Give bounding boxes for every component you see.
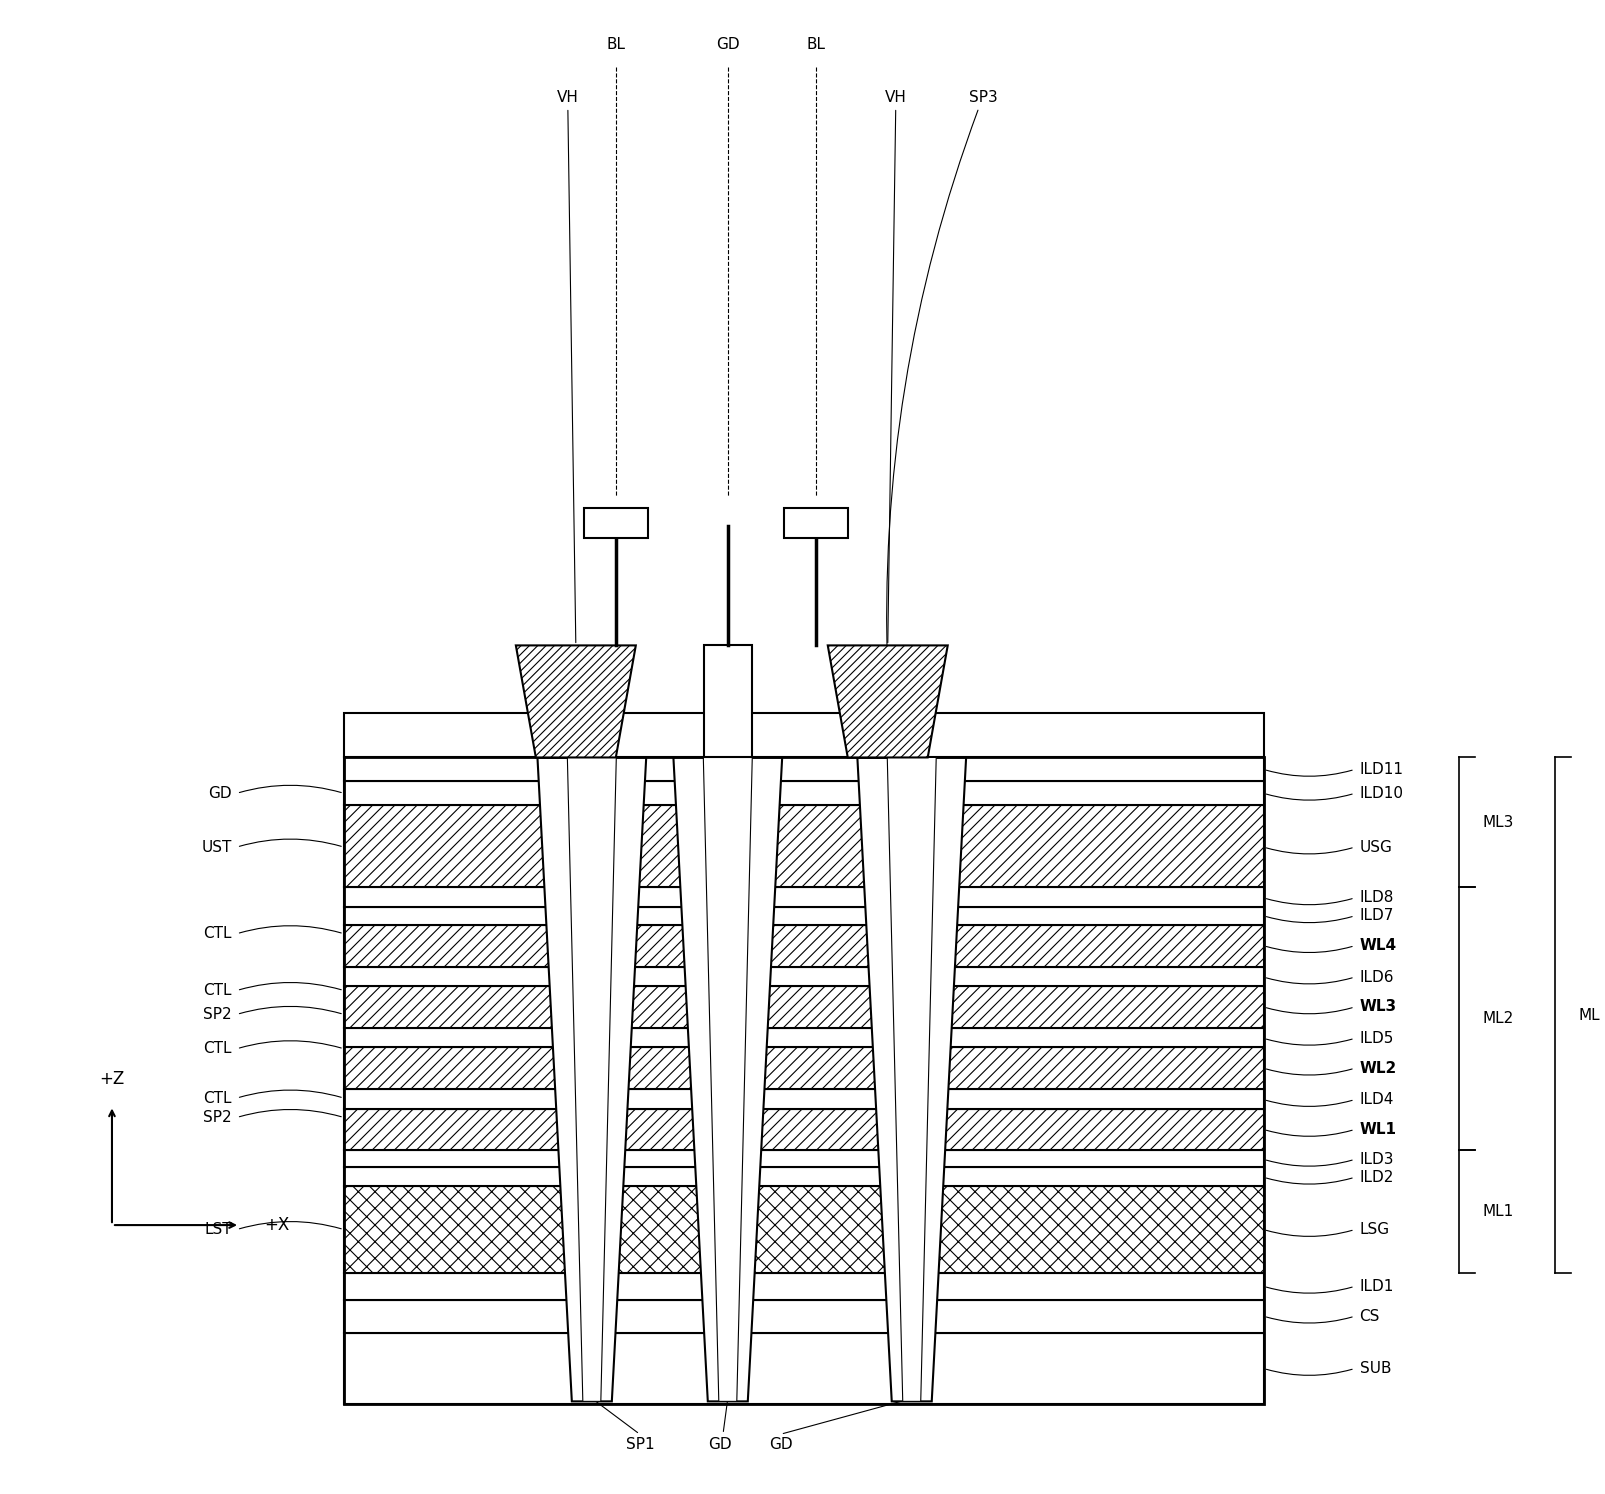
Text: CTL: CTL bbox=[204, 1041, 233, 1056]
FancyBboxPatch shape bbox=[343, 1047, 1263, 1089]
Text: ILD1: ILD1 bbox=[1359, 1279, 1395, 1294]
Text: ILD11: ILD11 bbox=[1359, 762, 1404, 777]
Text: WL4: WL4 bbox=[1359, 938, 1396, 953]
Text: SP3: SP3 bbox=[969, 90, 998, 105]
Text: BL: BL bbox=[607, 37, 626, 52]
Text: ILD6: ILD6 bbox=[1359, 970, 1395, 985]
Polygon shape bbox=[888, 757, 936, 1401]
Text: GD: GD bbox=[716, 37, 740, 52]
FancyBboxPatch shape bbox=[343, 925, 1263, 967]
FancyBboxPatch shape bbox=[343, 1333, 1263, 1404]
Text: ML1: ML1 bbox=[1483, 1204, 1514, 1219]
FancyBboxPatch shape bbox=[343, 781, 1263, 805]
Text: BL: BL bbox=[806, 37, 825, 52]
Text: WL3: WL3 bbox=[1359, 999, 1396, 1014]
Text: GD: GD bbox=[209, 786, 233, 801]
FancyBboxPatch shape bbox=[343, 1089, 1263, 1109]
Polygon shape bbox=[567, 757, 616, 1401]
Text: ML: ML bbox=[1579, 1007, 1600, 1023]
FancyBboxPatch shape bbox=[343, 1028, 1263, 1047]
Text: GD: GD bbox=[708, 1437, 732, 1452]
FancyBboxPatch shape bbox=[343, 986, 1263, 1028]
Text: USG: USG bbox=[1359, 840, 1393, 855]
Text: ILD5: ILD5 bbox=[1359, 1031, 1395, 1046]
FancyBboxPatch shape bbox=[343, 1273, 1263, 1300]
FancyBboxPatch shape bbox=[343, 887, 1263, 907]
Text: ILD8: ILD8 bbox=[1359, 890, 1395, 905]
Text: ILD10: ILD10 bbox=[1359, 786, 1404, 801]
Text: ILD3: ILD3 bbox=[1359, 1152, 1395, 1167]
Text: VH: VH bbox=[557, 90, 579, 105]
Polygon shape bbox=[857, 757, 966, 1401]
Text: CTL: CTL bbox=[204, 1091, 233, 1106]
Text: LST: LST bbox=[204, 1222, 233, 1237]
FancyBboxPatch shape bbox=[343, 1300, 1263, 1333]
Text: SP2: SP2 bbox=[204, 1110, 233, 1125]
Text: CS: CS bbox=[1359, 1309, 1380, 1324]
Polygon shape bbox=[538, 757, 647, 1401]
Polygon shape bbox=[674, 757, 782, 1401]
Text: WL1: WL1 bbox=[1359, 1122, 1396, 1137]
Polygon shape bbox=[515, 645, 636, 757]
FancyBboxPatch shape bbox=[343, 967, 1263, 986]
FancyBboxPatch shape bbox=[343, 907, 1263, 925]
Text: ILD2: ILD2 bbox=[1359, 1170, 1395, 1185]
FancyBboxPatch shape bbox=[343, 713, 1263, 757]
Text: +X: +X bbox=[263, 1216, 289, 1234]
FancyBboxPatch shape bbox=[343, 1109, 1263, 1150]
FancyBboxPatch shape bbox=[705, 645, 751, 757]
Text: ML2: ML2 bbox=[1483, 1011, 1514, 1026]
FancyBboxPatch shape bbox=[343, 757, 1263, 781]
Text: SP1: SP1 bbox=[626, 1437, 655, 1452]
FancyBboxPatch shape bbox=[343, 1150, 1263, 1167]
FancyBboxPatch shape bbox=[343, 1186, 1263, 1273]
Polygon shape bbox=[828, 645, 947, 757]
Text: +Z: +Z bbox=[100, 1070, 125, 1088]
Text: SUB: SUB bbox=[1359, 1361, 1392, 1376]
FancyBboxPatch shape bbox=[343, 1167, 1263, 1186]
Text: LSG: LSG bbox=[1359, 1222, 1390, 1237]
Text: GD: GD bbox=[769, 1437, 793, 1452]
Text: WL2: WL2 bbox=[1359, 1061, 1396, 1076]
Text: VH: VH bbox=[884, 90, 907, 105]
Text: ILD7: ILD7 bbox=[1359, 908, 1395, 923]
FancyBboxPatch shape bbox=[584, 508, 648, 538]
FancyBboxPatch shape bbox=[783, 508, 847, 538]
Polygon shape bbox=[703, 757, 753, 1401]
Text: ILD4: ILD4 bbox=[1359, 1092, 1395, 1107]
FancyBboxPatch shape bbox=[343, 805, 1263, 887]
Text: SP2: SP2 bbox=[204, 1007, 233, 1022]
Text: CTL: CTL bbox=[204, 926, 233, 941]
Text: ML3: ML3 bbox=[1483, 814, 1514, 831]
Text: CTL: CTL bbox=[204, 983, 233, 998]
Text: UST: UST bbox=[202, 840, 233, 855]
